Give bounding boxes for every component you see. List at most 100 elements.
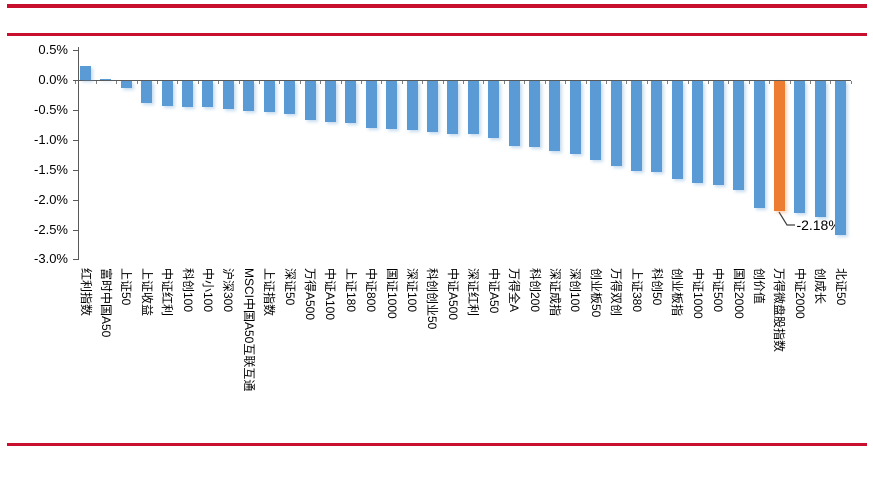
category-tick-mark — [544, 81, 546, 84]
bar-科创创业50 — [426, 81, 438, 133]
category-tick-mark — [116, 81, 118, 84]
category-tick-mark — [258, 81, 260, 84]
annotation-label: -2.18% — [796, 217, 841, 234]
x-category-label: 国证1000 — [384, 268, 399, 319]
category-tick-mark — [136, 81, 138, 84]
category-tick-mark — [95, 81, 97, 84]
y-tick-mark — [73, 259, 78, 261]
x-category-label: 北证50 — [833, 268, 848, 306]
x-category-label: 万得A500 — [303, 268, 317, 321]
y-tick-mark — [73, 50, 78, 52]
zero-baseline — [78, 80, 851, 81]
y-tick-mark — [73, 199, 78, 201]
bar-万得双创 — [610, 81, 622, 166]
category-tick-mark — [361, 81, 363, 84]
x-category-label: 深创100 — [568, 268, 583, 313]
x-category-label: 中证A50 — [486, 268, 501, 314]
x-category-label: 上证指数 — [262, 268, 277, 317]
category-tick-mark — [565, 81, 567, 84]
y-tick-mark — [73, 169, 78, 171]
x-category-label: 创业板指 — [670, 268, 685, 317]
category-tick-mark — [320, 81, 322, 84]
header-bottom-rule — [7, 33, 867, 36]
x-category-label: 创价值 — [752, 268, 767, 305]
bar-深证50 — [284, 81, 296, 115]
bar-科创50 — [651, 81, 663, 173]
category-tick-mark — [728, 81, 730, 84]
category-tick-mark — [197, 81, 199, 84]
y-tick-label: -0.5% — [34, 101, 68, 117]
bar-上证收益 — [141, 81, 153, 103]
x-category-label: 万得全A — [507, 268, 522, 313]
category-tick-mark — [769, 81, 771, 84]
header-top-rule — [7, 4, 867, 8]
x-category-label: 万得双创 — [609, 268, 624, 317]
x-category-label: 上证收益 — [139, 268, 154, 317]
category-tick-mark — [687, 81, 689, 84]
annotation-leader-line — [778, 212, 796, 226]
category-tick-mark — [381, 81, 383, 84]
bar-深证100 — [406, 81, 418, 131]
category-tick-mark — [463, 81, 465, 84]
bar-国证2000 — [733, 81, 745, 191]
x-category-label: 深证成指 — [547, 268, 562, 317]
x-category-label: 上证180 — [343, 268, 358, 313]
category-tick-mark — [585, 81, 587, 84]
category-tick-mark — [667, 81, 669, 84]
bar-创业板指 — [671, 81, 683, 180]
y-tick-label: -2.5% — [34, 221, 68, 237]
category-tick-mark — [218, 81, 220, 84]
x-category-label: 中证500 — [711, 268, 726, 313]
bar-上证180 — [345, 81, 357, 124]
category-tick-mark — [503, 81, 505, 84]
bar-中证2000 — [794, 81, 806, 214]
x-category-label: 创成长 — [813, 268, 828, 305]
x-category-label: 红利指数 — [78, 268, 93, 317]
category-tick-mark — [422, 81, 424, 84]
bar-创成长 — [814, 81, 826, 217]
x-category-label: 科创200 — [527, 268, 542, 313]
x-category-label: 科创创业50 — [425, 268, 440, 330]
x-category-label: 深证100 — [405, 268, 420, 313]
x-category-label: 上证380 — [629, 268, 644, 313]
x-category-label: 沪深300 — [221, 268, 236, 313]
bar-创业板50 — [590, 81, 602, 160]
bar-北证50 — [835, 81, 847, 236]
y-tick-label: -3.0% — [34, 251, 68, 267]
category-tick-mark — [442, 81, 444, 84]
category-tick-mark — [708, 81, 709, 84]
bar-红利指数 — [80, 66, 91, 80]
category-tick-mark — [646, 81, 648, 84]
y-tick-mark — [73, 109, 78, 111]
bar-科创100 — [182, 81, 194, 107]
bar-中小100 — [202, 81, 214, 108]
bar-上证50 — [120, 81, 132, 88]
bar-创价值 — [753, 81, 765, 208]
bar-MSCI中国A50互联互通 — [243, 81, 255, 112]
y-tick-label: 0.5% — [38, 42, 68, 58]
category-tick-mark — [850, 81, 852, 84]
bar-中证红利 — [161, 81, 173, 107]
x-category-label: 深证红利 — [466, 268, 481, 317]
bar-上证指数 — [263, 81, 275, 113]
leader-polyline — [778, 212, 796, 226]
bar-科创200 — [529, 81, 541, 148]
x-category-label: 上证50 — [119, 268, 134, 306]
category-tick-mark — [177, 81, 179, 84]
bar-中证800 — [365, 81, 377, 128]
x-category-label: 中证A500 — [445, 268, 460, 321]
category-tick-mark — [483, 81, 485, 84]
category-tick-mark — [238, 81, 240, 84]
bar-万得A500 — [304, 81, 316, 120]
x-category-label: 中小100 — [200, 268, 215, 313]
x-category-label: MSCI中国A50互联互通 — [241, 268, 256, 392]
bar-中证500 — [712, 81, 724, 186]
category-tick-mark — [156, 81, 158, 84]
bar-深创100 — [569, 81, 581, 154]
x-category-label: 深证50 — [282, 268, 297, 306]
bar-中证A500 — [447, 81, 459, 134]
x-category-label: 中证红利 — [160, 268, 175, 317]
category-tick-mark — [605, 81, 607, 84]
x-category-label: 中证A100 — [323, 268, 338, 321]
